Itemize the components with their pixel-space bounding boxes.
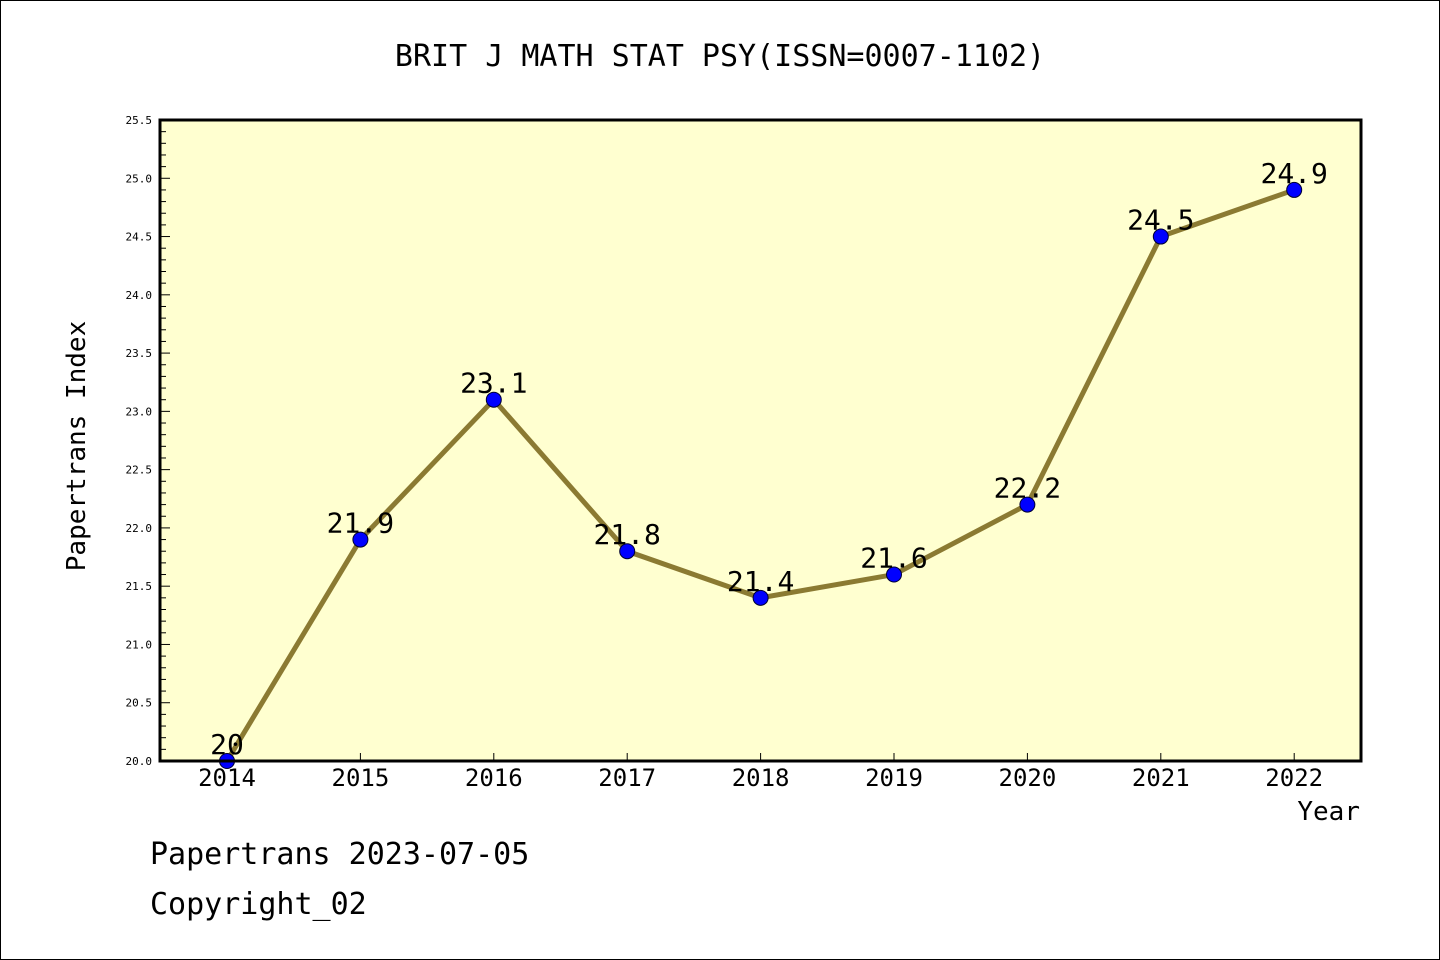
x-tick-label: 2022 xyxy=(1265,764,1323,792)
y-tick-label: 21.5 xyxy=(126,580,153,593)
x-tick-label: 2017 xyxy=(598,764,656,792)
y-tick-label: 22.0 xyxy=(126,522,153,535)
data-point xyxy=(352,531,369,548)
x-axis-ticks: 2014 2015 2016 2017 2018 2019 2020 2021 2022 xyxy=(198,753,1323,792)
data-label: 22.2 xyxy=(994,472,1061,505)
y-tick-label: 23.0 xyxy=(126,405,153,418)
data-point xyxy=(886,566,902,583)
y-tick-label: 20.5 xyxy=(126,697,153,710)
chart-title: BRIT J MATH STAT PSY(ISSN=0007-1102) xyxy=(395,39,1045,74)
data-point xyxy=(1286,181,1303,198)
data-label: 21.8 xyxy=(593,518,660,551)
data-label: 20 xyxy=(210,728,244,761)
data-markers xyxy=(219,181,1303,769)
y-tick-label: 25.5 xyxy=(126,114,153,127)
y-tick-label: 23.5 xyxy=(126,347,153,360)
y-tick-label: 25.0 xyxy=(126,172,153,185)
x-tick-label: 2016 xyxy=(465,764,523,792)
data-point xyxy=(752,589,769,606)
plot-border xyxy=(158,118,1363,763)
data-point xyxy=(1019,496,1036,513)
y-axis-label: Papertrans Index xyxy=(62,321,92,571)
footer-date: Papertrans 2023-07-05 xyxy=(150,837,529,872)
data-label: 24.9 xyxy=(1260,157,1327,190)
x-tick-label: 2015 xyxy=(332,764,390,792)
data-point xyxy=(619,543,636,560)
x-tick-label: 2021 xyxy=(1132,764,1190,792)
data-label: 23.1 xyxy=(460,367,527,400)
data-labels: 20 21.9 23.1 21.8 21.4 21.6 22.2 24.5 24.9 xyxy=(210,157,1328,761)
y-axis-ticks: 20.0 20.5 21.0 21.5 22.0 22.5 23.0 23.5 24.0 24.5… xyxy=(126,114,153,768)
y-tick-label: 21.0 xyxy=(126,638,153,651)
data-label: 21.9 xyxy=(327,507,394,540)
y-tick-label: 20.0 xyxy=(126,755,153,768)
x-axis-label: Year xyxy=(1297,797,1360,827)
data-label: 21.4 xyxy=(727,565,794,598)
y-tick-label: 22.5 xyxy=(126,464,153,477)
y-tick-label: 24.5 xyxy=(126,231,153,244)
x-tick-label: 2019 xyxy=(865,764,923,792)
data-point xyxy=(1152,228,1169,245)
x-tick-label: 2020 xyxy=(999,764,1057,792)
footer-copyright: Copyright_02 xyxy=(150,887,367,922)
x-tick-label: 2018 xyxy=(732,764,790,792)
y-minor-ticks xyxy=(160,119,170,762)
y-tick-label: 24.0 xyxy=(126,289,153,302)
plot-area xyxy=(160,120,1361,761)
data-label: 21.6 xyxy=(860,542,927,575)
data-label: 24.5 xyxy=(1127,204,1194,237)
data-point xyxy=(485,391,502,408)
